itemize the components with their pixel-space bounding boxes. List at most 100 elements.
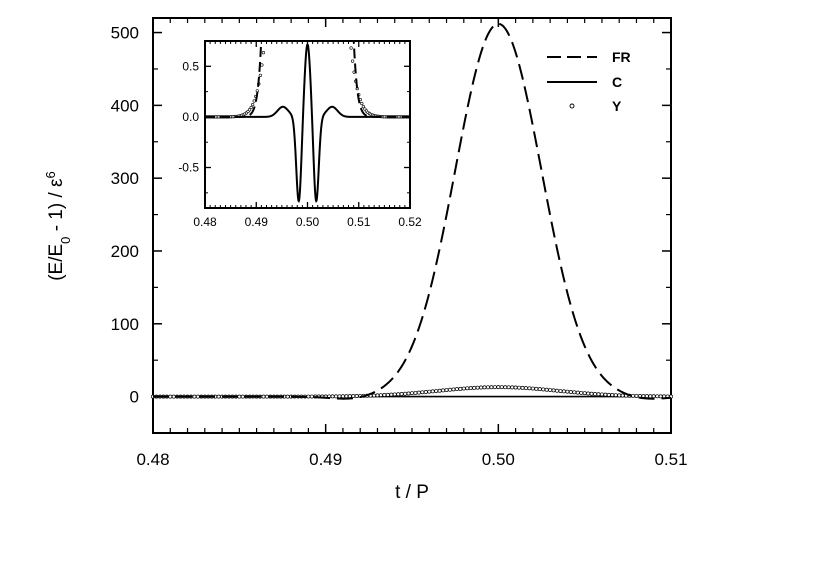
x-tick-label: 0.50 [482,450,515,469]
series-y-point [192,394,197,399]
series-y-point [572,390,577,395]
series-y-point [458,386,463,391]
inset-x-tick-label: 0.52 [398,215,422,229]
x-tick-label: 0.48 [136,450,169,469]
series-y-point [410,391,414,396]
series-y-point [489,385,494,390]
series-y-point [603,392,608,397]
x-axis-title: t / P [395,482,429,503]
inset-series-y-point [349,46,353,50]
series-y-point [589,391,594,396]
series-y-point [448,387,452,392]
legend: FR C Y [547,49,631,114]
inset-series-y-point [361,104,365,109]
series-y-point [586,391,591,396]
inset-y-tick-label: 0.0 [182,110,199,124]
inset-series-y-point [258,73,262,77]
series-fr-line [153,22,672,400]
series-y-point [606,392,611,397]
x-tick-label: 0.49 [309,450,342,469]
inset-series-y-point [251,103,255,107]
series-y-point [465,386,470,391]
series-y-point [613,393,618,398]
series-y-point [444,388,449,392]
series-y-point [579,390,584,395]
x-tick-label: 0.51 [654,450,687,469]
series-y-point [240,394,245,399]
series-y-point [655,394,660,399]
series-y-point [648,394,653,399]
series-y-point [420,390,425,395]
series-y-point [330,394,335,399]
legend-label-y: Y [612,98,622,114]
series-y-point [468,386,473,391]
series-y-point [568,390,573,394]
inset-y-tick-label: -0.5 [178,161,199,175]
series-y-point [565,389,570,394]
series-y-point [593,392,597,396]
series-y-point [378,393,383,398]
series-y-point [506,385,511,390]
series-y-point [347,394,352,399]
series-y-point [285,394,290,399]
legend-swatch-y [569,103,575,109]
series-y-point [534,386,539,391]
series-y-point [168,394,173,399]
series-y-point [372,393,376,398]
series-y-point [599,392,604,397]
series-y-point [385,392,390,397]
y-tick-label: 100 [111,315,139,334]
series-y-point [427,389,432,394]
series-y-point [596,392,601,397]
series-y-point [171,394,176,399]
series-y-point [461,386,466,391]
series-y-point [527,386,532,391]
main-series [151,22,673,400]
series-y-point [389,392,394,397]
inset-series-y-point [247,108,252,112]
y-tick-label: 200 [111,242,139,261]
y-tick-label: 500 [111,24,139,43]
series-y-point [344,394,349,399]
series-y-point [306,394,311,399]
inset-series-fr-left [205,41,263,118]
series-y-point [396,392,401,397]
series-y-point [354,394,359,398]
series-y-point [340,394,345,399]
inset-series-y-point [261,51,266,55]
inset-x-tick-label: 0.48 [193,215,217,229]
inset-background [205,41,410,208]
inset-series-y-point [360,101,364,106]
series-y-point [544,387,549,392]
inset-series-y-point [264,37,267,40]
series-y-point [513,385,518,390]
series-y-point [406,391,411,396]
inset: 0.48 0.49 0.50 0.51 0.52 -0.5 0.0 0.5 [178,37,422,229]
series-y-point [237,394,242,399]
y-tick-label: 0 [130,388,139,407]
series-y-point [562,389,566,394]
series-y-point [482,385,487,390]
series-y-point [558,389,563,393]
series-y-point [634,393,639,398]
series-y-point [537,387,542,392]
inset-series-y-point [255,89,259,93]
y-tick-label: 400 [111,96,139,115]
main-ticks: 0.48 0.49 0.50 0.51 0 100 200 300 400 500 [111,18,688,469]
series-y-point [479,385,484,390]
series-y-point [496,385,501,390]
inset-series-y-point [351,59,355,63]
series-y-point [644,394,649,399]
inset-series-y-point [249,105,253,110]
series-y-point [375,393,380,398]
inset-x-tick-label: 0.51 [347,215,371,229]
series-y-point [399,392,404,396]
series-y-point [261,394,266,399]
series-y-point [416,390,421,395]
series-y-point [451,387,456,392]
series-y-point [475,385,480,390]
series-y-point [437,388,442,393]
series-y-point [413,390,418,395]
series-y-point [403,391,408,396]
series-y-point [499,385,504,390]
